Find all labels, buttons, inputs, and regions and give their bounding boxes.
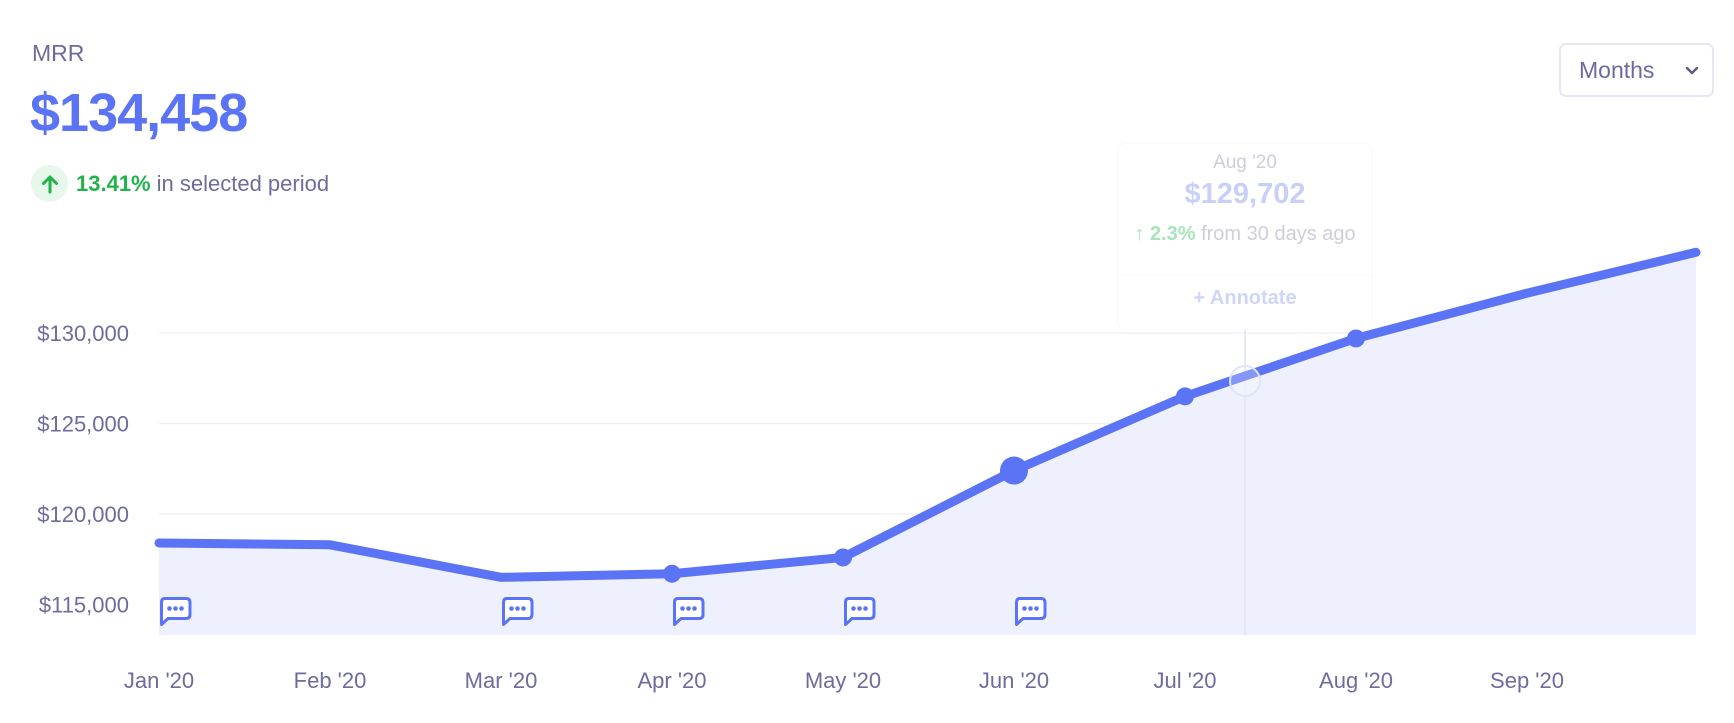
hover-tooltip: Aug '20 $129,702 ↑ 2.3% from 30 days ago… [1117, 143, 1373, 330]
data-point[interactable] [834, 548, 852, 567]
mrr-line [154, 247, 1701, 582]
x-tick-label: Mar '20 [465, 668, 538, 693]
hover-indicator [1229, 365, 1261, 397]
annotation-markers[interactable] [160, 597, 1047, 626]
x-axis: Jan '20 Feb '20 Mar '20 Apr '20 May '20 Jun '… [124, 668, 1564, 693]
comment-icon[interactable] [160, 597, 192, 626]
change-percent: 13.41% [76, 170, 151, 196]
y-tick-label: $120,000 [37, 502, 129, 527]
data-point[interactable] [663, 564, 681, 583]
area-fill [159, 252, 1696, 636]
x-tick-label: Sep '20 [1490, 668, 1564, 693]
comment-icon[interactable] [673, 597, 705, 626]
period-select[interactable]: Months [1559, 43, 1714, 97]
metric-label: MRR [32, 40, 85, 66]
comment-icon[interactable] [1015, 597, 1047, 626]
tooltip-divider [1118, 275, 1372, 276]
tooltip-value: $129,702 [1184, 178, 1306, 210]
tooltip-change: ↑ 2.3% from 30 days ago [1118, 223, 1372, 246]
data-point[interactable] [1347, 329, 1365, 348]
tooltip-change-percent: 2.3% [1149, 223, 1196, 245]
chevron-down-icon [1684, 62, 1700, 83]
tooltip-date: Aug '20 [1213, 152, 1277, 173]
period-select-value: Months [1579, 56, 1655, 83]
tooltip-change-text: from 30 days ago [1201, 223, 1356, 245]
annotate-button[interactable]: + Annotate [1193, 287, 1297, 309]
y-tick-label: $115,000 [39, 593, 129, 618]
y-tick-label: $125,000 [37, 412, 129, 437]
comment-icon[interactable] [844, 597, 876, 626]
arrow-up-icon [31, 165, 68, 202]
x-tick-label: May '20 [805, 668, 881, 693]
change-text: in selected period [156, 170, 330, 196]
arrow-up-icon: ↑ [1134, 223, 1145, 245]
x-tick-label: Jun '20 [979, 668, 1049, 693]
comment-icon[interactable] [502, 597, 534, 626]
y-tick-label: $130,000 [37, 321, 129, 346]
data-markers [663, 329, 1365, 583]
x-tick-label: Jan '20 [124, 668, 194, 693]
y-axis: $115,000 $120,000 $125,000 $130,000 [37, 321, 129, 618]
x-tick-label: Aug '20 [1319, 668, 1393, 693]
data-point[interactable] [1000, 456, 1028, 485]
data-point[interactable] [1176, 387, 1194, 406]
period-change: 13.41% in selected period [31, 165, 329, 202]
x-tick-label: Jul '20 [1154, 668, 1217, 693]
x-tick-label: Feb '20 [294, 668, 367, 693]
metric-value: $134,458 [30, 83, 248, 143]
x-tick-label: Apr '20 [637, 668, 706, 693]
